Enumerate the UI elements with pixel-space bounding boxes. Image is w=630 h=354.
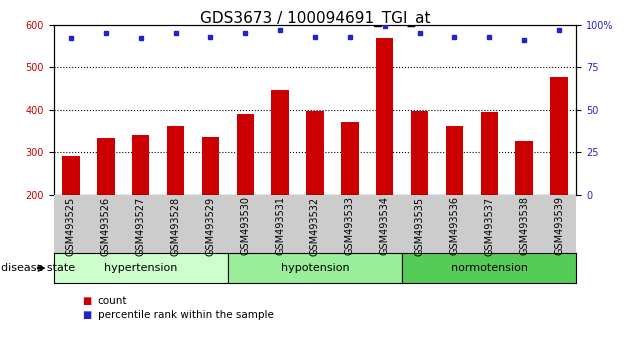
Bar <box>237 114 254 195</box>
Text: ■: ■ <box>82 296 91 306</box>
Text: GSM493529: GSM493529 <box>205 196 215 256</box>
Text: GDS3673 / 100094691_TGI_at: GDS3673 / 100094691_TGI_at <box>200 11 430 27</box>
Text: GSM493532: GSM493532 <box>310 196 320 256</box>
Bar <box>341 122 358 195</box>
Bar <box>481 112 498 195</box>
Text: GSM493528: GSM493528 <box>171 196 181 256</box>
Text: GSM493535: GSM493535 <box>415 196 425 256</box>
Text: GSM493530: GSM493530 <box>240 196 250 256</box>
Text: percentile rank within the sample: percentile rank within the sample <box>98 310 273 320</box>
Bar <box>446 126 463 195</box>
Text: GSM493531: GSM493531 <box>275 196 285 256</box>
Text: hypertension: hypertension <box>104 263 178 273</box>
Text: GSM493536: GSM493536 <box>449 196 459 256</box>
Text: ■: ■ <box>82 310 91 320</box>
Text: disease state: disease state <box>1 263 76 273</box>
Text: GSM493537: GSM493537 <box>484 196 495 256</box>
Bar <box>272 90 289 195</box>
Bar <box>515 141 533 195</box>
Bar <box>551 76 568 195</box>
Text: GSM493533: GSM493533 <box>345 196 355 256</box>
Bar <box>411 111 428 195</box>
Bar <box>167 126 185 195</box>
Text: GSM493525: GSM493525 <box>66 196 76 256</box>
Bar <box>132 135 149 195</box>
Text: GSM493527: GSM493527 <box>135 196 146 256</box>
Bar <box>306 111 324 195</box>
Text: GSM493538: GSM493538 <box>519 196 529 256</box>
Text: GSM493534: GSM493534 <box>380 196 390 256</box>
Bar <box>62 156 79 195</box>
Text: GSM493539: GSM493539 <box>554 196 564 256</box>
Text: GSM493526: GSM493526 <box>101 196 111 256</box>
Text: normotension: normotension <box>451 263 528 273</box>
Bar <box>97 138 115 195</box>
Bar <box>202 137 219 195</box>
Bar <box>376 38 393 195</box>
Text: hypotension: hypotension <box>281 263 349 273</box>
Text: count: count <box>98 296 127 306</box>
